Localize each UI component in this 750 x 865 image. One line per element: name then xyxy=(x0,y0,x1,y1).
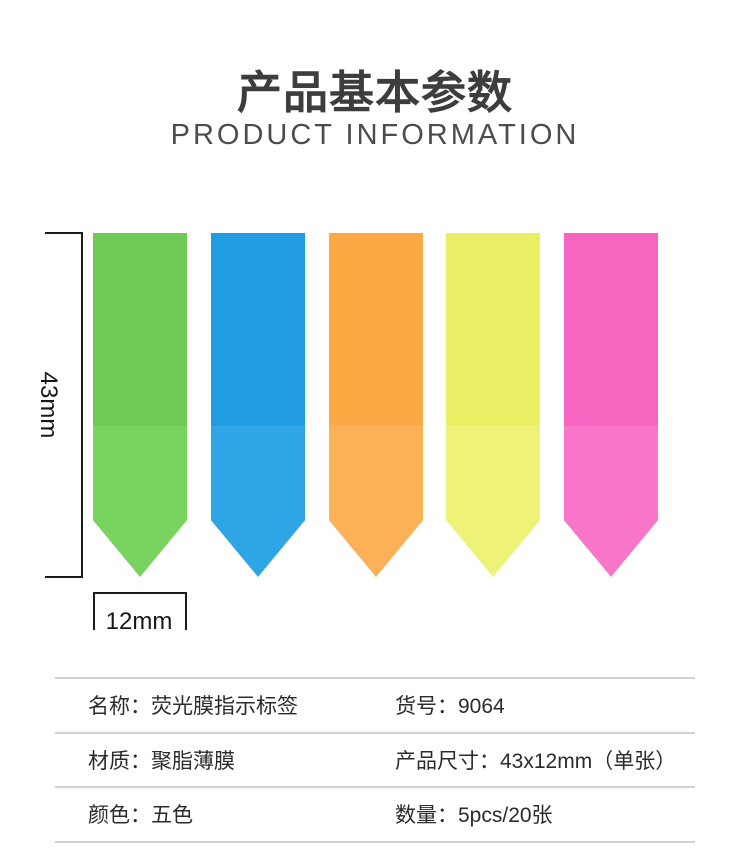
spec-row: 颜色：五色 数量：5pcs/20张 xyxy=(55,788,695,843)
blue-arrow-tab xyxy=(211,233,305,577)
spec-cell-left: 材质：聚脂薄膜 xyxy=(88,749,235,773)
spec-row: 名称：荧光膜指示标签 货号：9064 xyxy=(55,679,695,734)
width-dimension-tick-left xyxy=(93,592,95,630)
spec-row: 材质：聚脂薄膜 产品尺寸：43x12mm（单张） xyxy=(55,734,695,788)
yellow-arrow-tab xyxy=(446,233,540,577)
spec-cell-left: 名称：荧光膜指示标签 xyxy=(88,695,298,719)
spec-table: 名称：荧光膜指示标签 货号：9064 材质：聚脂薄膜 产品尺寸：43x12mm（单张）… xyxy=(55,677,695,843)
green-arrow-tab xyxy=(93,233,187,577)
height-dimension-label: 43mm xyxy=(35,371,62,439)
orange-arrow-tab xyxy=(329,233,423,577)
width-dimension-label: 12mm xyxy=(105,608,173,635)
spec-cell-right: 货号：9064 xyxy=(395,695,505,719)
pink-arrow-tab xyxy=(564,233,658,577)
spec-cell-right: 产品尺寸：43x12mm（单张） xyxy=(395,749,677,773)
width-dimension-tick-right xyxy=(185,592,187,630)
spec-cell-left: 颜色：五色 xyxy=(88,804,193,828)
width-dimension-line xyxy=(93,592,187,594)
page-subtitle: PRODUCT INFORMATION xyxy=(170,119,580,151)
height-dimension-tick-bottom xyxy=(45,576,83,578)
spec-cell-right: 数量：5pcs/20张 xyxy=(395,804,553,828)
height-dimension-tick-top xyxy=(45,232,83,234)
height-dimension-line xyxy=(81,232,83,578)
page-title: 产品基本参数 xyxy=(236,67,513,118)
